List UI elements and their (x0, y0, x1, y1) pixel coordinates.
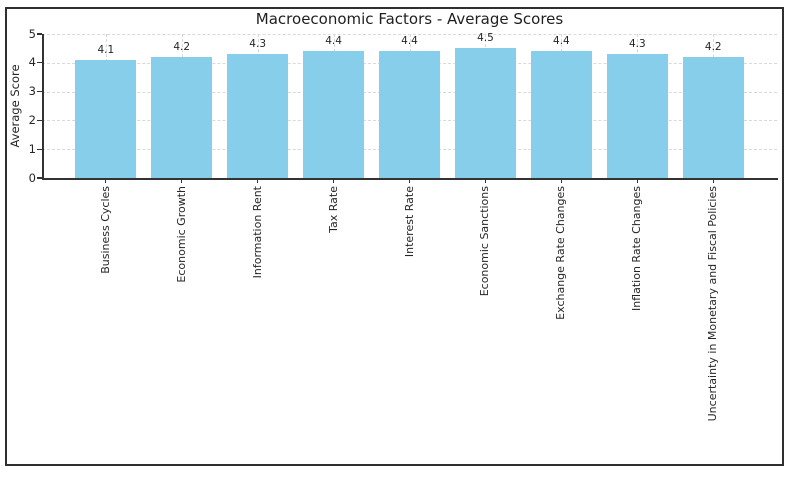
y-tick-label: 3 (28, 84, 36, 99)
bar-economic-sanctions (455, 48, 516, 178)
x-tick-mark (636, 178, 638, 183)
x-tick-mark (181, 178, 183, 183)
x-tick-mark (560, 178, 563, 183)
x-tick-mark (712, 178, 714, 183)
bar-value-label: 4.4 (401, 35, 418, 48)
y-tick-label: 2 (28, 112, 36, 127)
x-tick-mark (408, 178, 411, 183)
chart-title: Macroeconomic Factors - Average Scores (255, 10, 564, 28)
x-tick-label: Economic Sanctions (478, 186, 492, 297)
x-tick-label: Exchange Rate Changes (554, 186, 568, 320)
y-tick-label: 0 (28, 170, 36, 185)
bar-value-label: 4.4 (553, 35, 570, 48)
plot-area: 4.1 4.2 4.3 4.4 4.4 4.5 4.4 4.3 4.2 (37, 32, 778, 183)
bar-value-label: 4.4 (325, 35, 342, 48)
y-tick-mark (37, 91, 42, 93)
x-tick-label: Interest Rate (402, 186, 416, 258)
x-tick-label: Business Cycles (98, 186, 112, 274)
figure-border (5, 7, 784, 466)
bar-uncertainty-in-monetary-and-fiscal-policies (682, 57, 744, 178)
bar-interest-rate (379, 51, 440, 178)
x-tick-label: Tax Rate (326, 186, 340, 233)
x-tick-mark (105, 178, 107, 183)
y-tick-mark (37, 119, 42, 122)
bar-value-label: 4.2 (173, 41, 191, 54)
x-tick-mark (257, 178, 259, 183)
bar-economic-growth (151, 57, 213, 178)
x-tick-label: Inflation Rate Changes (630, 186, 644, 312)
bar-business-cycles (75, 59, 137, 178)
y-tick-mark (37, 33, 42, 35)
y-axis-spine (42, 34, 44, 178)
bar-tax-rate (303, 51, 364, 178)
bar-exchange-rate-changes (531, 51, 592, 178)
y-tick-mark (37, 177, 42, 179)
bar-value-label: 4.2 (704, 41, 722, 54)
bar-inflation-rate-changes (606, 54, 668, 178)
bar-value-label: 4.1 (97, 43, 115, 56)
y-axis-label: Average Score (8, 64, 22, 148)
x-tick-mark (484, 178, 487, 183)
x-tick-mark (332, 178, 335, 183)
gridline-h (42, 34, 777, 35)
y-tick-mark (37, 148, 42, 150)
bar-value-label: 4.3 (249, 38, 267, 51)
bar-value-label: 4.5 (477, 32, 494, 45)
x-tick-label: Economic Growth (174, 186, 188, 283)
bar-information-rent (227, 54, 288, 178)
y-tick-label: 1 (28, 141, 36, 156)
bar-value-label: 4.3 (628, 38, 646, 51)
y-tick-mark (37, 62, 42, 64)
x-tick-label: Information Rent (250, 186, 264, 279)
x-tick-label: Uncertainty in Monetary and Fiscal Polic… (706, 186, 720, 422)
y-tick-label: 4 (28, 55, 36, 70)
y-tick-label: 5 (28, 26, 36, 41)
